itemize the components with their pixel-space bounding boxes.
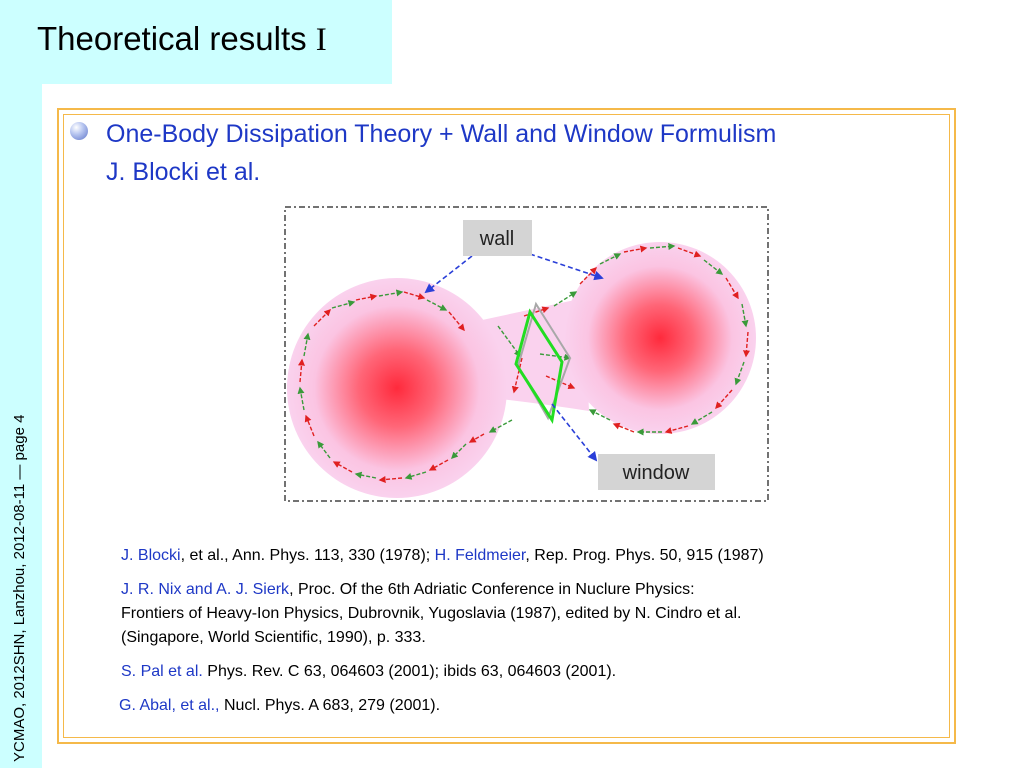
content-frame-inner	[63, 114, 950, 738]
left-band	[0, 0, 42, 768]
wall-label: wall	[479, 228, 514, 250]
right-rim-arrow-9	[742, 331, 750, 358]
reference-4-text: Nucl. Phys. A 683, 279 (2001).	[219, 697, 441, 714]
right-rim-arrow-3	[623, 245, 648, 253]
title-text: Theoretical results	[37, 20, 316, 57]
left-rim-arrow-16	[404, 471, 427, 480]
right-rim-arrow-12	[690, 411, 713, 425]
content-frame	[57, 108, 956, 744]
reference-2-line-3: (Singapore, World Scientific, 1990), p. …	[121, 629, 426, 646]
window-outline-gray	[516, 301, 572, 421]
right-rim-arrow-11	[715, 389, 733, 410]
right-rim-arrow-7	[725, 277, 739, 300]
right-rim-arrow-10	[734, 361, 745, 386]
left-rim-arrow-1	[313, 309, 331, 327]
left-rim-arrow-11	[304, 414, 315, 437]
reference-2: J. R. Nix and A. J. Sierk, Proc. Of the …	[121, 578, 764, 602]
left-rim-arrow-12	[317, 440, 331, 459]
heading-line-2: J. Blocki et al.	[106, 158, 261, 186]
reference-1-author-2: H. Feldmeier	[434, 547, 526, 564]
reference-1-text-1: , et al., Ann. Phys. 113, 330 (1978);	[180, 547, 435, 564]
right-rim-arrow-6	[703, 259, 724, 275]
right-rim-arrow-4	[649, 242, 676, 250]
left-rim-arrow-10	[297, 386, 305, 411]
title-roman-numeral: I	[315, 22, 327, 58]
left-rim-arrow-9	[298, 358, 305, 383]
left-rim-arrow-3	[355, 293, 378, 301]
reference-2-text: , Proc. Of the 6th Adriatic Conference i…	[289, 581, 695, 598]
left-rim-arrow-4	[378, 289, 404, 297]
left-rim-arrow-17	[428, 459, 449, 471]
neck-arrow-3	[539, 353, 572, 361]
reference-3: S. Pal et al. Phys. Rev. C 63, 064603 (2…	[121, 660, 764, 684]
page-title: Theoretical results I	[37, 20, 327, 59]
reference-3-author: S. Pal et al.	[121, 663, 203, 680]
left-rim-arrow-5	[403, 291, 426, 300]
window-label-box	[598, 454, 715, 490]
right-rim-arrow-15	[612, 422, 635, 433]
wall-pointer-right	[529, 253, 604, 281]
reference-1-text-2: , Rep. Prog. Phys. 50, 915 (1987)	[525, 547, 764, 564]
reference-2-author: J. R. Nix and A. J. Sierk	[121, 581, 290, 598]
side-label: YCMAO, 2012SHN, Lanzhou, 2012-08-11 — pa…	[11, 414, 28, 762]
reference-4-author: G. Abal, et al.,	[119, 697, 220, 714]
wall-window-diagram: wall window	[284, 206, 769, 502]
right-rim-arrow-8	[741, 303, 749, 328]
right-rim-arrow-17	[553, 291, 578, 307]
window-pointer	[551, 403, 598, 462]
left-rim-arrow-13	[332, 461, 353, 473]
reference-2-line-2: Frontiers of Heavy-Ion Physics, Dubrovni…	[121, 605, 742, 622]
left-rim-arrow-19	[468, 433, 485, 443]
right-rim-arrow-1	[579, 267, 597, 285]
wall-pointer-left	[424, 255, 473, 294]
left-rim-arrow-18	[451, 443, 467, 459]
diagram-border	[284, 206, 769, 502]
reference-3-text: Phys. Rev. C 63, 064603 (2001); ibids 63…	[202, 663, 617, 680]
left-rim-arrow-2	[331, 300, 356, 309]
reference-1: J. Blocki, et al., Ann. Phys. 113, 330 (…	[121, 544, 764, 568]
right-rim-arrow-13	[664, 425, 689, 434]
right-rim-arrow-18	[523, 306, 550, 317]
right-rim-arrow-2	[599, 253, 622, 265]
left-rim-arrow-6	[426, 299, 448, 311]
left-nucleus	[287, 278, 507, 498]
left-rim-arrow-14	[354, 471, 377, 479]
window-outline-green	[514, 308, 564, 425]
bullet-icon	[70, 122, 88, 140]
title-box: Theoretical results I	[0, 0, 392, 84]
neck-arrow-1	[497, 325, 521, 358]
left-rim-arrow-15	[378, 476, 403, 483]
right-rim-arrows	[523, 242, 750, 436]
right-nucleus	[564, 242, 756, 434]
heading-line-1: One-Body Dissipation Theory + Wall and W…	[106, 120, 777, 148]
left-rim-arrows	[297, 289, 513, 483]
window-label: window	[622, 462, 690, 484]
right-rim-arrow-16	[588, 409, 611, 421]
left-rim-arrow-20	[488, 419, 513, 433]
left-rim-arrow-8	[303, 332, 311, 357]
wall-label-box	[463, 220, 532, 256]
right-rim-arrow-5	[677, 247, 702, 258]
references: J. Blocki, et al., Ann. Phys. 113, 330 (…	[119, 544, 764, 718]
label-pointer-arrows	[424, 253, 604, 462]
reference-4: G. Abal, et al., Nucl. Phys. A 683, 279 …	[119, 694, 764, 718]
left-rim-arrow-7	[448, 311, 465, 332]
heading: One-Body Dissipation Theory + Wall and W…	[106, 115, 776, 191]
reference-1-author-1: J. Blocki	[121, 547, 181, 564]
